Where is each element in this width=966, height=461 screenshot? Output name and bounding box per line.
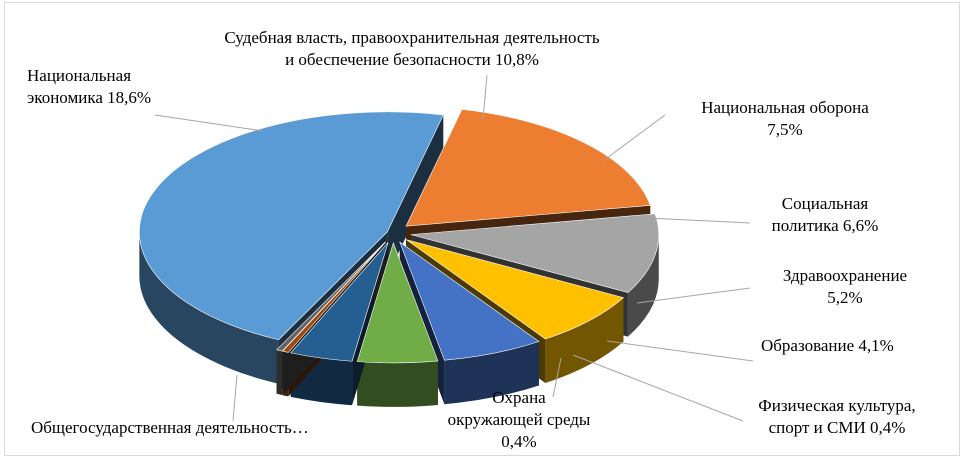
label-justice: Судебная власть, правоохранительная деят…: [177, 27, 647, 71]
slice-4-top: [399, 241, 540, 361]
label-environment: Охрана окружающей среды 0,4%: [427, 387, 611, 453]
slice-8-outer-wall-0: [276, 349, 283, 396]
label-defense-line1: Национальная оборона: [701, 98, 869, 117]
label-education-line1: Образование 4,1%: [761, 336, 894, 355]
slice-8-top: [276, 241, 386, 352]
leader-line-0: [232, 374, 238, 422]
pie-chart: [139, 74, 754, 422]
label-general: Общегосударственная деятельность…: [31, 417, 309, 439]
label-economy-line2: экономика 18,6%: [27, 88, 152, 107]
label-social-line2: политика 6,6%: [771, 216, 879, 235]
slice-4-outer-wall-0: [444, 341, 539, 405]
slice-0-radial-side-1: [387, 114, 444, 276]
label-economy-line1: Национальная: [27, 66, 132, 85]
label-education: Образование 4,1%: [761, 335, 894, 357]
label-general-text: Общегосударственная деятельность…: [31, 418, 309, 437]
leader-line-5: [636, 287, 751, 304]
label-economy: Национальная экономика 18,6%: [27, 65, 151, 109]
slice-1-top: [405, 108, 651, 227]
pie-tops: [139, 108, 660, 364]
label-defense: Национальная оборона 7,5%: [685, 97, 885, 141]
slice-3-outer-wall-0: [545, 297, 624, 384]
leader-line-4: [646, 217, 751, 224]
label-environment-line3: 0,4%: [501, 432, 537, 451]
label-health-line1: Здравоохранение: [782, 266, 908, 285]
label-environment-line2: окружающей среды: [447, 410, 591, 429]
label-justice-line2: и обеспечение безопасности 10,8%: [285, 50, 539, 69]
leader-line-7: [572, 354, 744, 422]
slice-7-top: [282, 241, 386, 353]
slice-0-outer-wall-0: [139, 231, 279, 384]
label-health: Здравоохранение 5,2%: [765, 265, 925, 309]
slice-6-top: [290, 242, 389, 362]
slice-5-top: [356, 241, 439, 364]
leader-line-6: [606, 340, 754, 362]
label-environment-line1: Охрана: [492, 388, 546, 407]
label-social-line1: Социальная: [781, 194, 869, 213]
label-sport-line1: Физическая культура,: [758, 396, 916, 415]
leader-line-2: [482, 74, 488, 120]
label-social: Социальная политика 6,6%: [755, 193, 895, 237]
slice-3-top: [406, 239, 625, 340]
leader-lines: [154, 74, 754, 422]
leader-line-8: [552, 357, 562, 398]
label-justice-line1: Судебная власть, правоохранительная деят…: [224, 28, 600, 47]
slice-2-outer-wall-0: [627, 234, 659, 337]
slice-0-top: [139, 111, 444, 341]
slice-5-outer-wall-0: [357, 360, 438, 407]
leader-line-3: [602, 114, 666, 162]
leader-line-1: [154, 114, 264, 132]
label-defense-line2: 7,5%: [767, 120, 803, 139]
label-health-line2: 5,2%: [827, 288, 863, 307]
label-sport: Физическая культура, спорт и СМИ 0,4%: [733, 395, 941, 439]
chart-frame: Общегосударственная деятельность… Национ…: [4, 2, 960, 456]
label-sport-line2: спорт и СМИ 0,4%: [768, 418, 906, 437]
